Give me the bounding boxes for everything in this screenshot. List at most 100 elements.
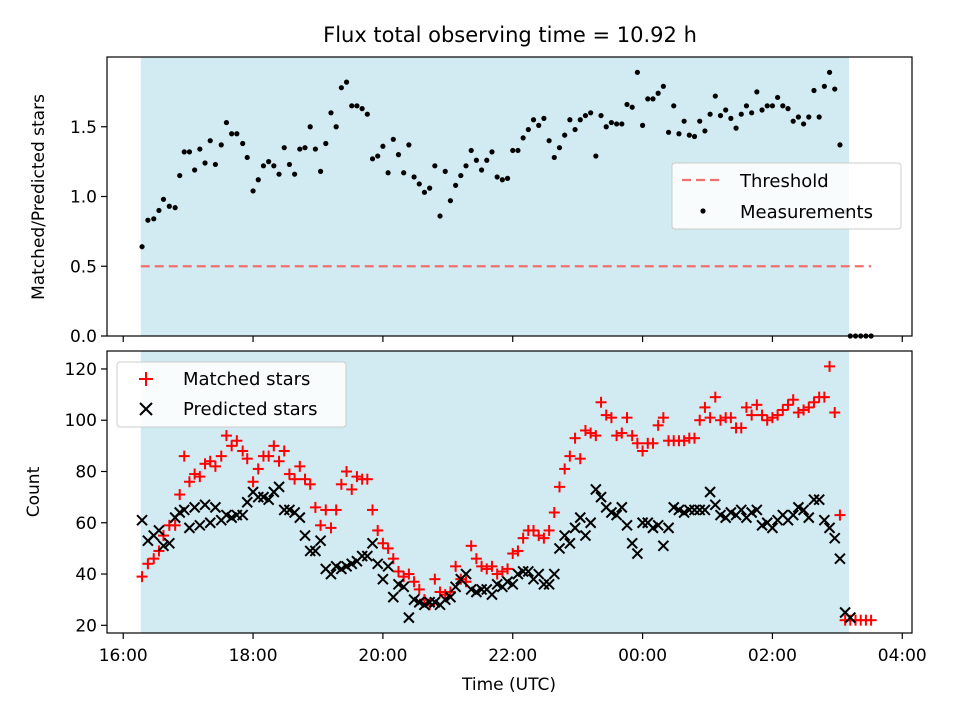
measurement-point [354,103,360,109]
measurement-point [738,111,744,117]
measurement-point [785,106,791,112]
predicted-star-point [574,511,586,524]
bottom-legend-box [116,361,347,428]
measurement-point [603,124,609,130]
matched-star-point [579,424,591,436]
measurement-point [181,149,187,155]
matched-star-point [605,412,617,424]
matched-star-point [631,437,643,449]
predicted-star-point [507,578,519,590]
predicted-star-point [636,517,649,529]
predicted-legend-label: Predicted stars [183,399,317,420]
predicted-star-point [262,493,275,506]
measurement-point [764,103,770,109]
predicted-star-point [241,496,253,508]
x-tick-label: 20:00 [358,646,407,666]
predicted-star-point [595,491,607,503]
predicted-star-point [475,583,488,596]
matched-star-point [294,460,306,472]
predicted-star-point [813,493,825,506]
measurement-point [588,110,594,116]
predicted-star-point [460,568,472,580]
measurement-point [676,131,682,137]
measurement-point [624,101,630,108]
x-tick-label: 02:00 [748,646,797,666]
matched-star-point [507,548,519,560]
predicted-star-point [273,481,285,493]
matched-star-point [429,573,441,585]
matched-star-point [766,412,778,424]
predicted-star-point [517,565,529,578]
measurement-point [186,149,193,155]
measurement-point [645,96,651,102]
measurement-point [728,115,734,121]
predicted-star-point [564,537,576,549]
x-tick-label: 22:00 [488,646,537,666]
measurement-point [655,90,661,96]
measurement-point [463,163,469,169]
matched-star-point [377,537,389,549]
predicted-star-point [325,568,337,580]
predicted-star-point [579,529,592,542]
matched-star-point [834,509,846,521]
measurement-point [328,110,334,116]
matched-star-point [183,476,195,488]
measurement-point [390,136,396,142]
y-tick-label: 100 [65,411,97,431]
predicted-star-point [533,568,545,580]
measurement-point [536,122,542,128]
matched-star-point [142,558,154,570]
measurement-point [359,106,365,112]
x-axis-label: Time (UTC) [461,675,556,695]
matched-star-point [714,414,726,426]
predicted-star-point [361,550,374,562]
measurement-point [780,103,786,109]
measurement-point [790,118,796,124]
matched-star-point [189,468,201,480]
predicted-star-point [709,499,722,511]
predicted-star-point [844,611,857,624]
predicted-star-point [797,504,810,516]
measurement-point [634,69,640,75]
measurement-point [691,133,698,140]
matched-star-point [621,412,633,424]
measurement-point [468,147,474,154]
measurement-point [717,112,724,119]
matched-star-point [517,532,529,544]
matched-star-point [496,565,508,577]
matched-star-point [512,545,524,557]
bottom-legend: Matched stars Predicted stars [116,361,347,428]
predicted-star-point [652,519,664,532]
matched-star-point [803,401,815,413]
measurement-point [453,182,459,188]
matched-star-point [231,435,243,447]
matched-star-point [220,430,232,442]
matched-star-point [709,391,721,403]
measurement-point [577,117,583,123]
predicted-star-point [387,591,400,603]
matched-legend-swatch [139,372,153,386]
predicted-star-point [397,581,410,593]
matched-star-point [543,524,555,536]
measurement-point [281,145,287,151]
matched-star-point [865,614,877,626]
matched-star-point [595,396,607,408]
measurement-point [821,83,827,89]
measurement-point [166,203,172,209]
y-tick-label: 60 [75,514,97,534]
measurement-point [697,118,703,124]
predicted-star-point [522,565,535,578]
y-tick-label: 40 [75,565,97,585]
predicted-star-point [299,529,311,542]
matched-star-point [699,401,711,413]
matched-star-point [824,360,836,372]
matched-star-point [626,430,638,442]
predicted-star-point [204,517,216,529]
predicted-star-point [538,578,550,590]
measurement-point [416,181,422,187]
matched-star-point [325,522,337,534]
predicted-star-point [662,522,675,534]
measurement-point [250,188,256,194]
y-tick-label: 0.5 [70,257,97,277]
measurement-point [598,112,604,119]
